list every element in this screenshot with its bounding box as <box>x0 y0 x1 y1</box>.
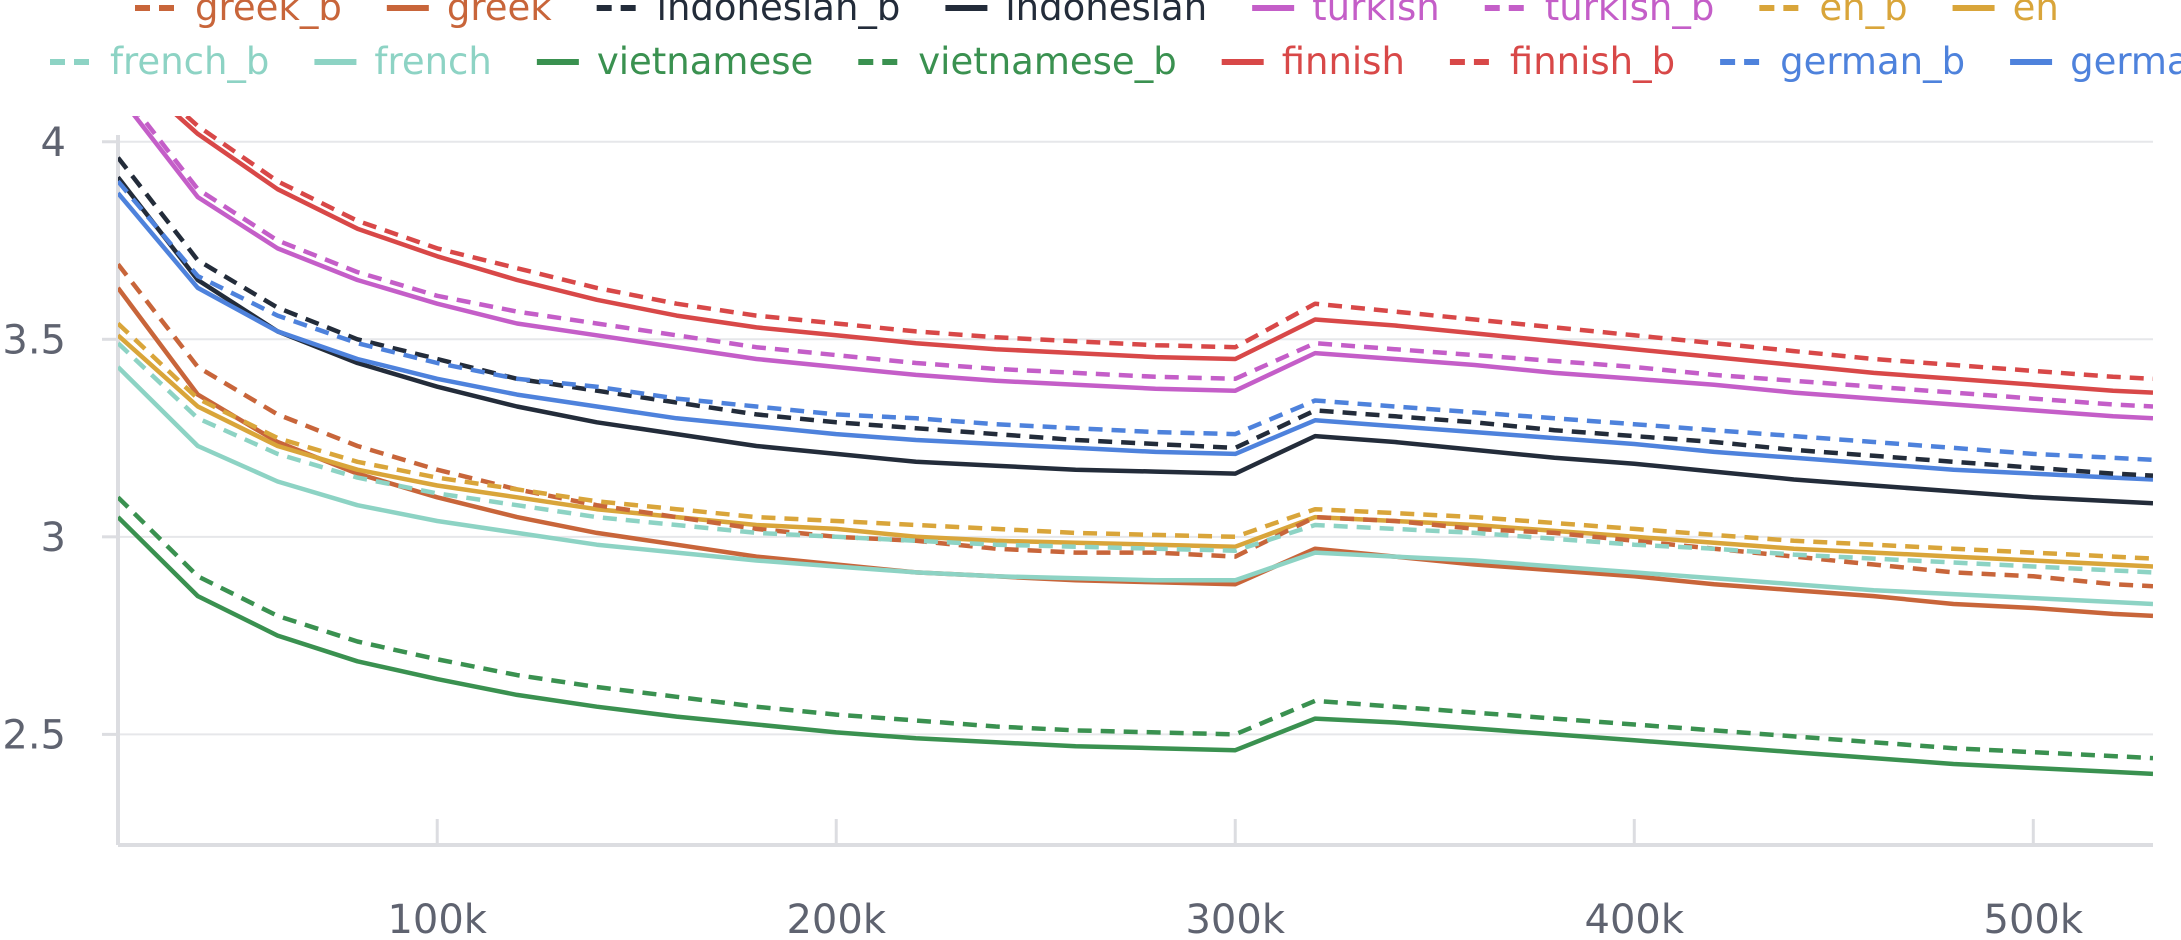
gridlines <box>118 140 2153 736</box>
y-tick-label-1: 3.5 <box>2 317 66 363</box>
legend-label-indonesian[interactable]: indonesian <box>1005 0 1207 29</box>
legend-label-turkish_b[interactable]: turkish_b <box>1545 0 1715 29</box>
series-line-en_b <box>118 321 2153 561</box>
legend-label-en_b[interactable]: en_b <box>1819 0 1907 29</box>
series-line-german_b <box>118 179 2153 463</box>
series-line-en <box>118 333 2153 569</box>
legend-label-finnish_b[interactable]: finnish_b <box>1510 40 1675 83</box>
legend-label-german[interactable]: german <box>2070 40 2181 83</box>
legend-label-greek[interactable]: greek <box>447 0 552 29</box>
series-line-vietnamese_b <box>118 495 2153 761</box>
legend-label-finnish[interactable]: finnish <box>1282 40 1405 83</box>
series-line-indonesian <box>118 175 2153 506</box>
x-tick-label-3: 400k <box>1585 897 1685 940</box>
legend-label-vietnamese_b[interactable]: vietnamese_b <box>918 40 1176 83</box>
legend-label-greek_b[interactable]: greek_b <box>195 0 342 29</box>
x-tick-label-1: 200k <box>786 897 886 940</box>
series-line-finnish_b <box>183 116 2153 382</box>
y-tick-label-3: 2.5 <box>2 712 66 758</box>
y-tick-label-0: 4 <box>41 120 66 166</box>
series-line-turkish <box>131 116 2153 421</box>
legend: greek_b greek indonesian_b indonesian turkis… <box>50 0 2181 83</box>
x-tick-label-2: 300k <box>1185 897 1285 940</box>
y-tick-label-2: 3 <box>41 515 66 561</box>
axes: 4 3.5 3 2.5 100k 200k 300k 400k 500k <box>2 120 2153 940</box>
series-line-indonesian_b <box>118 156 2153 478</box>
x-tick-label-4: 500k <box>1984 897 2084 940</box>
series-line-turkish_b <box>138 116 2153 409</box>
legend-label-vietnamese[interactable]: vietnamese <box>597 40 813 83</box>
legend-label-french[interactable]: french <box>374 40 491 83</box>
legend-label-turkish[interactable]: turkish <box>1312 0 1440 29</box>
series-line-french_b <box>118 341 2153 575</box>
legend-label-indonesian_b[interactable]: indonesian_b <box>657 0 901 29</box>
legend-label-german_b[interactable]: german_b <box>1780 40 1965 83</box>
series-line-french <box>118 365 2153 607</box>
legend-label-french_b[interactable]: french_b <box>110 40 269 83</box>
series-line-finnish <box>174 116 2153 395</box>
x-tick-label-0: 100k <box>387 897 487 940</box>
series-line-greek_b <box>118 262 2153 589</box>
legend-label-en[interactable]: en <box>2013 0 2059 29</box>
series-layer <box>118 116 2153 777</box>
series-line-vietnamese <box>118 515 2153 777</box>
series-line-german <box>118 191 2153 482</box>
